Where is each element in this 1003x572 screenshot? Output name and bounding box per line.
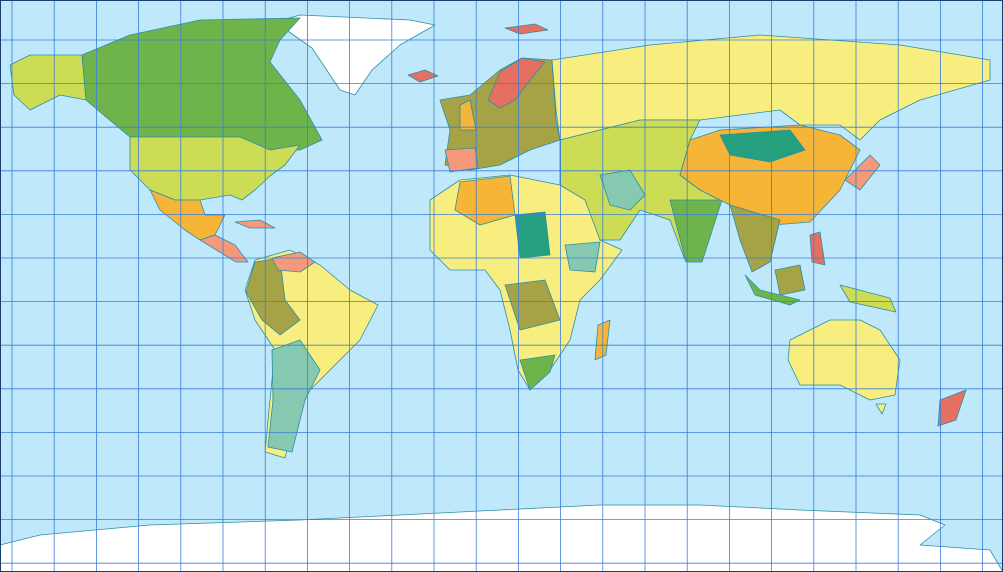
north-africa [454,175,516,226]
iceland [407,69,439,83]
svalbard [504,23,549,35]
japan [844,154,881,191]
ethiopia [564,241,601,273]
scandinavia [487,57,546,109]
new-guinea [839,284,897,313]
greenland [274,14,436,96]
sudan [514,211,551,259]
mongolia [719,129,806,163]
sumatra-java [744,274,801,306]
mexico [149,189,226,241]
new-zealand [937,389,967,427]
india [669,199,723,263]
tasmania [875,403,887,415]
south-africa [519,354,556,391]
alaska [9,54,87,111]
australia [787,319,901,401]
borneo [774,264,806,296]
china [679,124,861,227]
iberia [444,147,479,173]
